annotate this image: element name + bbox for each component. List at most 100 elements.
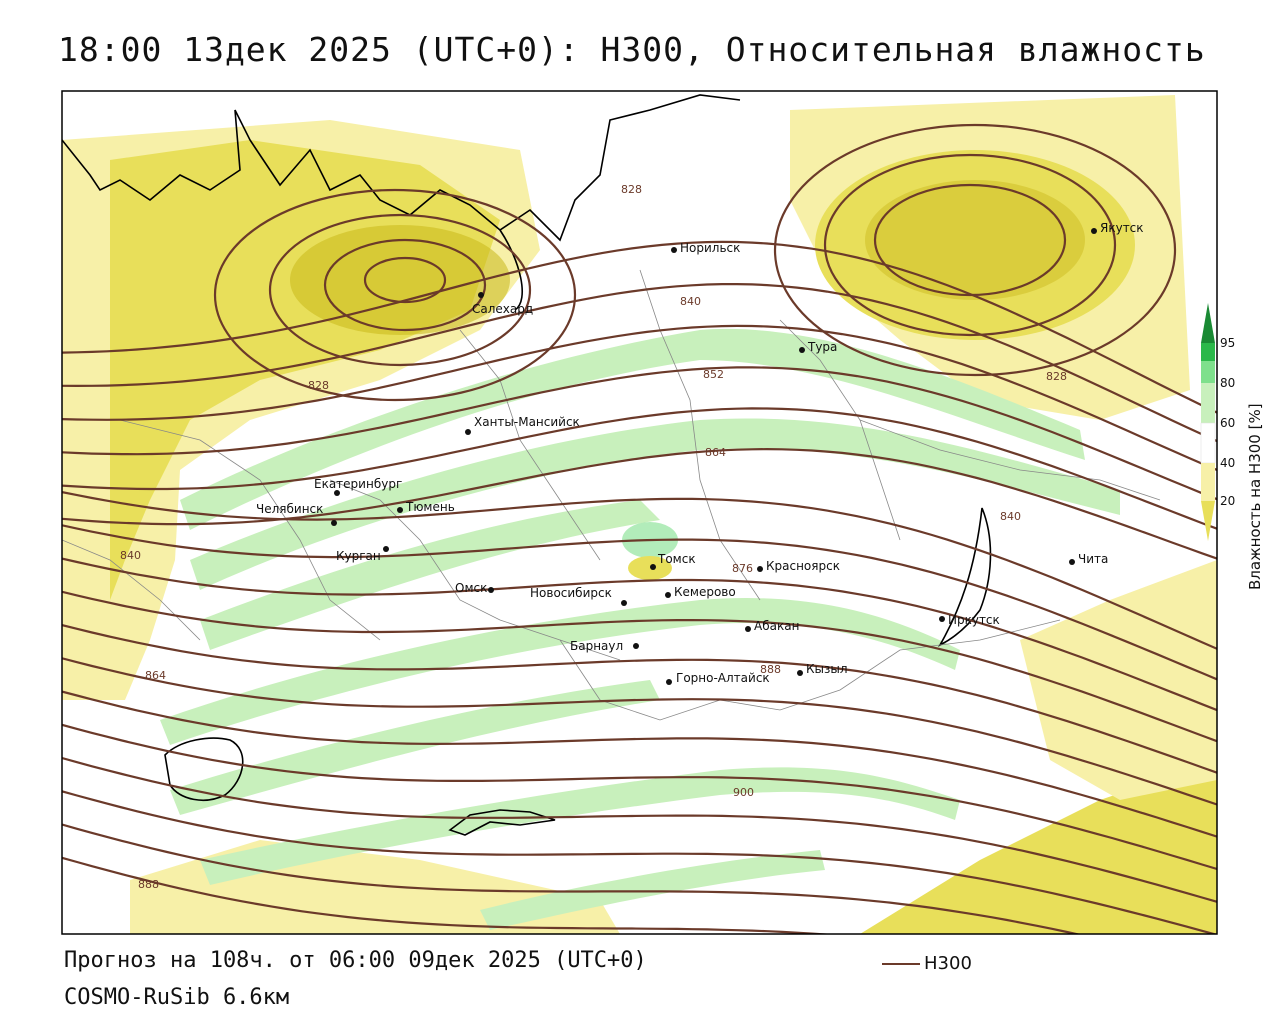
colorbar-segment-80 xyxy=(1201,361,1215,383)
caspian xyxy=(164,737,244,801)
colorbar-top-arrow xyxy=(1201,303,1215,343)
contour-label: 828 xyxy=(308,379,329,392)
city-label: Барнаул xyxy=(570,639,623,653)
contour-label: 828 xyxy=(621,183,642,196)
city-label: Горно-Алтайск xyxy=(676,671,770,685)
city-dot xyxy=(757,566,763,572)
contour-label: 840 xyxy=(680,295,701,308)
dry-core-salekhard xyxy=(290,225,510,335)
city-dot xyxy=(671,247,677,253)
h300-legend-label: H300 xyxy=(924,953,972,974)
city-label: Абакан xyxy=(754,619,799,633)
city-label: Кызыл xyxy=(806,662,848,676)
h300-contour-line xyxy=(62,723,1217,871)
city-dot xyxy=(397,507,403,513)
contour-labels: 828 840 852 864 876 888 900 828 840 828 … xyxy=(120,183,1067,891)
contour-label: 888 xyxy=(138,878,159,891)
city-dot xyxy=(1091,228,1097,234)
city-dot xyxy=(488,587,494,593)
h300-contour-line xyxy=(62,624,1217,774)
city-dot xyxy=(633,643,639,649)
colorbar-tick: 60 xyxy=(1220,416,1235,430)
moist-band-2 xyxy=(190,418,1120,590)
city-markers: Якутск Норильск Салехард Тура Ханты-Манс… xyxy=(256,221,1144,685)
map-frame xyxy=(61,90,1218,935)
contour-label: 888 xyxy=(760,663,781,676)
colorbar-ticks: 95 80 60 40 20 xyxy=(1220,336,1235,508)
model-name: COSMO-RuSib 6.6км xyxy=(64,985,290,1010)
colorbar-tick: 20 xyxy=(1220,494,1235,508)
city-label: Тюмень xyxy=(405,500,455,514)
h300-contour-line xyxy=(62,447,1217,560)
city-label: Иркутск xyxy=(948,613,1000,627)
colorbar-segment-60 xyxy=(1201,383,1215,423)
forecast-info: Прогноз на 108ч. от 06:00 09дек 2025 (UT… xyxy=(64,948,647,973)
dry-band-south-east xyxy=(860,760,1217,934)
city-label: Красноярск xyxy=(766,559,840,573)
city-dot xyxy=(1069,559,1075,565)
colorbar-segment-95 xyxy=(1201,343,1215,361)
city-label: Томск xyxy=(657,552,696,566)
contour-label: 852 xyxy=(703,368,724,381)
dry-core-yakutsk-inner xyxy=(865,180,1085,300)
city-dot xyxy=(797,670,803,676)
h300-contour-line xyxy=(62,491,1217,650)
city-label: Челябинск xyxy=(256,502,323,516)
city-label: Якутск xyxy=(1100,221,1144,235)
h300-contour-line xyxy=(62,756,1217,903)
dry-core-yakutsk xyxy=(815,150,1135,340)
h300-contour-line xyxy=(62,557,1217,712)
dry-band-east xyxy=(1020,560,1217,800)
h300-contour-line xyxy=(62,407,1217,530)
city-dot xyxy=(465,429,471,435)
h300-contour-line xyxy=(62,240,1217,414)
h300-contour-line xyxy=(62,366,1217,501)
contour-label: 840 xyxy=(120,549,141,562)
contour-ring xyxy=(268,213,532,367)
city-dot xyxy=(665,592,671,598)
contour-ring xyxy=(363,256,447,304)
h300-contour-line xyxy=(62,790,1217,934)
contour-label: 840 xyxy=(1000,510,1021,523)
city-label: Курган xyxy=(336,549,381,563)
h300-contour-line xyxy=(62,856,834,934)
h300-contours xyxy=(62,123,1217,934)
city-dot xyxy=(478,292,484,298)
h300-contour-line xyxy=(62,823,1082,934)
city-dot xyxy=(799,347,805,353)
humidity-colorbar: 95 80 60 40 20 xyxy=(1200,303,1235,541)
lake-balkhash xyxy=(448,809,556,836)
colorbar-tick: 40 xyxy=(1220,456,1235,470)
city-label: Екатеринбург xyxy=(314,477,402,491)
contour-ring xyxy=(323,238,487,332)
city-dot xyxy=(621,600,627,606)
moist-band-3 xyxy=(200,500,660,650)
contour-label: 900 xyxy=(733,786,754,799)
map-title: 18:00 13дек 2025 (UTC+0): H300, Относите… xyxy=(58,30,1206,69)
contour-label: 828 xyxy=(1046,370,1067,383)
h300-contour-line xyxy=(62,283,1217,443)
city-dot xyxy=(334,490,340,496)
city-label: Кемерово xyxy=(674,585,736,599)
contour-ring xyxy=(213,188,577,402)
colorbar-tick: 80 xyxy=(1220,376,1235,390)
city-label: Новосибирск xyxy=(530,586,612,600)
moist-band-4 xyxy=(160,598,960,745)
city-label: Норильск xyxy=(680,241,740,255)
contour-label: 876 xyxy=(732,562,753,575)
contour-ring xyxy=(773,123,1177,377)
city-label: Салехард xyxy=(472,302,533,316)
h300-contour-line xyxy=(62,324,1217,472)
h300-legend-swatch xyxy=(882,963,920,965)
city-dot xyxy=(745,626,751,632)
moist-band-1 xyxy=(180,328,1085,530)
city-dot xyxy=(939,616,945,622)
contour-label: 864 xyxy=(145,669,166,682)
city-label: Ханты-Мансийск xyxy=(474,415,580,429)
contour-ring xyxy=(823,153,1117,337)
colorbar-segment-20 xyxy=(1201,463,1215,501)
h300-contour-line xyxy=(62,690,1217,838)
colorbar-title: Влажность на H300 [%] xyxy=(1246,403,1264,590)
coastline-yamal xyxy=(499,229,523,311)
